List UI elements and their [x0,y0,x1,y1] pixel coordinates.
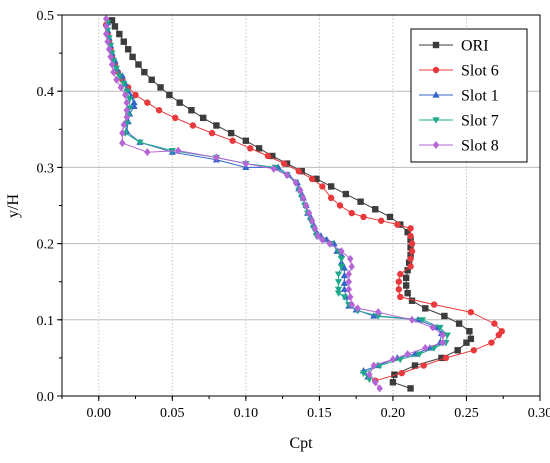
data-point-slot-6 [394,221,400,227]
x-tick-label: 0.00 [87,406,112,421]
data-point-ori [403,282,409,288]
data-point-slot-6 [296,168,302,174]
data-point-slot-6 [360,214,366,220]
data-point-slot-6 [337,202,343,208]
data-point-slot-6 [144,99,150,105]
legend: ORI Slot 6 Slot 1 Slot 7 Slot 8 [411,29,527,162]
data-point-ori [141,69,147,75]
data-point-ori [256,145,262,151]
data-point-slot-6 [409,240,415,246]
data-point-slot-6 [319,183,325,189]
legend-label: ORI [461,38,489,55]
data-point-slot-6 [396,279,402,285]
legend-label: Slot 8 [461,138,499,155]
data-point-ori [409,298,415,304]
legend-label: Slot 6 [461,63,499,80]
data-point-ori [213,122,219,128]
data-point-slot-6 [156,107,162,113]
data-point-ori [129,54,135,60]
data-point-ori [125,46,131,52]
x-tick-label: 0.05 [160,406,185,421]
data-point-ori [116,31,122,37]
data-point-slot-6 [209,130,215,136]
data-point-slot-6 [265,153,271,159]
y-tick-label: 0.3 [37,161,55,176]
data-point-ori [200,115,206,121]
x-tick-label: 0.20 [381,406,406,421]
data-point-ori [121,38,127,44]
data-point-ori [372,206,378,212]
data-point-slot-6 [397,271,403,277]
data-point-ori [343,191,349,197]
data-point-ori [407,385,413,391]
y-axis-title: y/H [5,194,22,218]
data-point-ori [357,198,363,204]
data-point-slot-6 [349,210,355,216]
data-point-slot-6 [399,370,405,376]
data-point-slot-6 [229,138,235,144]
x-tick-label: 0.10 [234,406,259,421]
y-tick-label: 0.2 [37,238,55,253]
data-point-slot-6 [491,320,497,326]
data-point-slot-6 [190,122,196,128]
x-axis-title: Cpt [289,435,313,452]
data-point-slot-6 [281,160,287,166]
legend-marker-slot-6 [433,67,439,73]
data-point-slot-6 [247,145,253,151]
data-point-slot-6 [421,362,427,368]
data-point-slot-6 [397,294,403,300]
data-point-slot-6 [172,115,178,121]
data-point-ori [112,23,118,29]
data-point-slot-6 [407,263,413,269]
data-point-slot-6 [407,256,413,262]
data-point-ori [228,130,234,136]
data-point-slot-6 [378,218,384,224]
data-point-slot-6 [328,195,334,201]
data-point-ori [149,77,155,83]
y-tick-label: 0.0 [37,390,55,405]
data-point-slot-6 [407,225,413,231]
data-point-ori [468,336,474,342]
y-tick-label: 0.5 [37,9,55,24]
data-point-slot-6 [407,233,413,239]
data-point-ori [404,290,410,296]
data-point-slot-6 [443,355,449,361]
legend-marker-ori [433,42,439,48]
data-point-ori [466,328,472,334]
y-tick-label: 0.1 [37,314,55,329]
data-point-ori [454,347,460,353]
data-point-ori [157,84,163,90]
data-point-ori [387,214,393,220]
data-point-ori [390,379,396,385]
legend-label: Slot 7 [461,113,499,130]
data-point-ori [135,61,141,67]
x-tick-label: 0.30 [528,406,550,421]
data-point-slot-6 [468,309,474,315]
x-tick-label: 0.15 [307,406,332,421]
data-point-ori [188,107,194,113]
data-point-slot-6 [488,339,494,345]
legend-label: Slot 1 [461,88,499,105]
data-point-ori [403,275,409,281]
data-point-slot-6 [309,176,315,182]
data-point-ori [422,305,428,311]
data-point-slot-6 [431,301,437,307]
data-point-ori [176,99,182,105]
x-tick-label: 0.25 [454,406,479,421]
data-point-slot-6 [471,347,477,353]
data-point-ori [328,183,334,189]
data-point-slot-6 [499,328,505,334]
data-point-ori [243,138,249,144]
data-point-ori [441,313,447,319]
data-point-ori [166,92,172,98]
data-point-slot-6 [409,248,415,254]
y-tick-label: 0.4 [37,85,55,100]
data-point-slot-6 [396,286,402,292]
data-point-ori [456,320,462,326]
